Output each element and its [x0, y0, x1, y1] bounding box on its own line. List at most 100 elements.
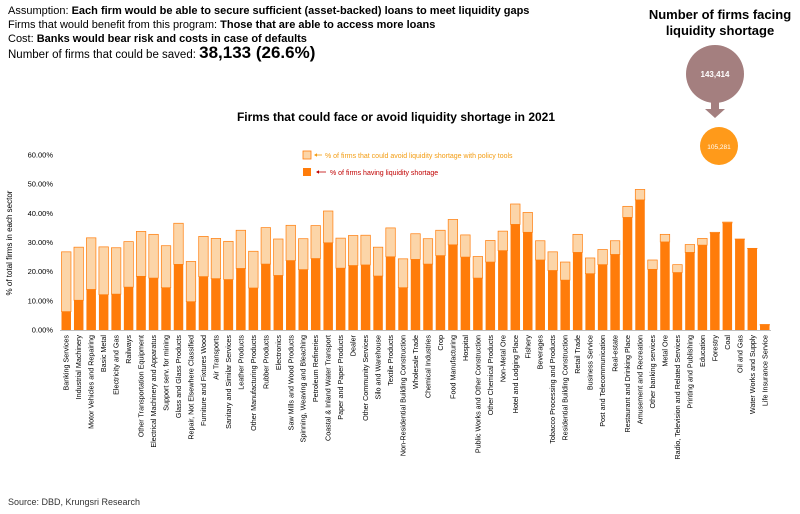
bar-shortage	[236, 268, 246, 330]
x-tick-label: Coastal & Inland Water Transport	[324, 335, 333, 441]
bar-avoid	[410, 233, 421, 260]
x-tick-label: Furniture and Fixtures Wood	[199, 335, 208, 426]
saved-label: Number of firms that could be saved:	[8, 49, 200, 61]
x-tick-label: Retail Trade	[573, 335, 582, 374]
bar-shortage	[647, 269, 658, 330]
bar-shortage	[722, 222, 733, 330]
cost-line: Cost: Banks would bear risk and costs in…	[8, 32, 307, 46]
shortage-firms-value: 105,281	[707, 144, 731, 151]
bar-avoid	[722, 221, 733, 224]
bar-shortage	[535, 260, 545, 330]
x-tick-label: Industrial Machinery	[74, 335, 83, 400]
x-tick-label: Electrical Machinery and Apparatus	[149, 335, 158, 448]
bar-avoid	[98, 246, 109, 296]
bar-shortage	[622, 217, 633, 330]
bar-shortage	[173, 264, 184, 330]
bar-avoid	[572, 233, 583, 253]
side-title-line-2: liquidity shortage	[665, 23, 775, 38]
bar-avoid	[560, 261, 571, 281]
y-axis: 0.00% 10.00% 20.00% 30.00% 40.00% 50.00% 60.00…	[28, 151, 54, 335]
x-tick-label: Radio, Television and Related Services	[673, 335, 682, 460]
bar-shortage	[635, 199, 645, 330]
bar-avoid	[323, 210, 334, 244]
bar-avoid	[385, 227, 396, 258]
bar-shortage	[760, 325, 770, 330]
bar-shortage	[685, 252, 695, 330]
bar-avoid	[497, 230, 508, 252]
x-tick-label: Food Manufacturing	[448, 335, 457, 399]
total-firms-circle	[686, 45, 744, 103]
bar-shortage	[86, 289, 96, 330]
assumption-label: Assumption:	[8, 5, 72, 17]
y-tick-label: 40.00%	[28, 209, 54, 218]
bar-avoid	[585, 257, 596, 275]
bar-shortage	[610, 254, 620, 330]
bar-shortage	[261, 264, 271, 330]
legend-avoid-arrowhead	[314, 153, 317, 157]
y-tick-label: 30.00%	[28, 238, 54, 247]
x-axis: Banking Services Industrial Machinery Moto…	[62, 334, 770, 459]
x-tick-label: Life Insurance Service	[760, 335, 769, 406]
bar-avoid	[672, 264, 683, 273]
x-tick-label: Beverages	[536, 335, 545, 370]
x-tick-label: Crop	[436, 335, 445, 351]
x-tick-label: Business Service	[586, 335, 595, 390]
bar-shortage	[136, 276, 146, 330]
bar-avoid	[223, 240, 234, 280]
bar-avoid	[235, 229, 246, 269]
bar-shortage	[747, 248, 758, 330]
bar-avoid	[647, 259, 658, 270]
y-tick-label: 60.00%	[28, 151, 54, 160]
x-tick-label: Other Transportation Equipment	[137, 335, 146, 437]
bar-avoid	[185, 261, 197, 303]
x-tick-label: Public Works and Other Construction	[473, 335, 482, 453]
x-tick-label: Petroleum Refineries	[311, 335, 320, 403]
legend-avoid-label: % of firms that could avoid liquidity sh…	[325, 153, 513, 160]
bar-avoid	[609, 240, 621, 255]
bar-shortage	[385, 256, 396, 330]
bar-shortage	[273, 275, 284, 330]
x-tick-label: Basic Metal	[99, 335, 108, 373]
x-tick-label: Electronics	[274, 335, 283, 371]
bar-shortage	[310, 258, 321, 330]
assumption-line: Assumption: Each firm would be able to s…	[8, 4, 529, 18]
bar-avoid	[659, 233, 671, 243]
bar-shortage	[298, 269, 308, 330]
bar-avoid	[248, 250, 259, 289]
x-tick-label: Fishery	[523, 335, 532, 359]
bar-shortage	[223, 279, 234, 330]
y-tick-label: 10.00%	[28, 296, 54, 305]
benefit-line: Firms that would benefit from this progr…	[8, 18, 435, 32]
bar-shortage	[398, 287, 408, 330]
bar-shortage	[485, 262, 496, 330]
bar-shortage	[510, 224, 521, 330]
bar-shortage	[211, 278, 221, 330]
x-tick-label: Support serv. for mining	[162, 335, 171, 411]
bar-shortage	[373, 276, 383, 330]
bar-shortage	[523, 232, 533, 330]
down-arrow-shaft	[711, 100, 719, 110]
x-tick-label: Banking Services	[62, 335, 71, 391]
x-tick-label: Saw Mills and Wood Products	[286, 335, 295, 431]
x-tick-label: Coal	[723, 335, 732, 350]
x-tick-label: Printing and Publishing	[685, 335, 694, 409]
x-tick-label: Tobacco Processing and Products	[548, 335, 557, 444]
x-tick-label: Hospital	[461, 335, 470, 361]
bar-shortage	[460, 257, 471, 330]
bar-avoid	[210, 238, 222, 280]
bar-shortage	[360, 264, 371, 330]
down-arrow-icon	[705, 109, 725, 118]
bar-avoid	[435, 229, 446, 256]
x-tick-label: Non-Residential Building Construction	[399, 335, 408, 456]
shortage-firms-circle	[700, 127, 738, 165]
bar-shortage	[186, 301, 196, 330]
bar-avoid	[622, 205, 633, 218]
bar-avoid	[61, 251, 72, 312]
bar-avoid	[485, 240, 496, 263]
bar-avoid	[73, 246, 84, 301]
bar-shortage	[560, 280, 570, 330]
bar-shortage	[123, 287, 134, 330]
bar-avoid	[148, 233, 159, 279]
bar-avoid	[335, 237, 346, 269]
x-tick-label: Other banking services	[648, 335, 657, 409]
